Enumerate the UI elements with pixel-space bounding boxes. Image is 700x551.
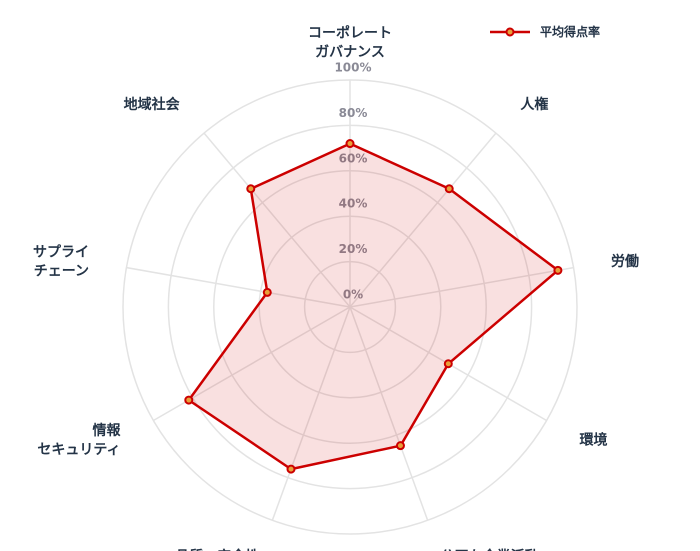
spoke-line <box>349 306 429 521</box>
spoke-line <box>349 266 574 308</box>
spoke-line <box>126 266 351 308</box>
data-point <box>286 464 296 474</box>
category-label: 環境 <box>579 432 607 449</box>
category-labels: コーポレートガバナンス人権労働環境公正な企業活動 品質・安全性 情報セキュリティ サプ… <box>33 25 639 551</box>
series-area <box>187 142 560 471</box>
category-label: コーポレートガバナンス <box>308 25 392 61</box>
data-point <box>184 395 194 405</box>
data-point <box>444 184 454 194</box>
data-point <box>395 441 405 451</box>
spoke-line <box>349 132 497 308</box>
data-point <box>443 359 453 369</box>
legend-label: 平均得点率 <box>540 24 600 39</box>
data-point <box>345 139 355 149</box>
radial-tick-labels: 0% 20% 40% 60% 80% 100% <box>334 61 371 302</box>
category-label: 人権 <box>520 96 548 113</box>
tick-label: 100% <box>334 61 371 75</box>
tick-label: 60% <box>339 151 368 165</box>
tick-label: 0% <box>343 288 363 302</box>
tick-label: 40% <box>339 197 368 211</box>
data-point <box>246 184 256 194</box>
category-label: サプライチェーン <box>33 244 89 279</box>
category-label: 地域社会 <box>124 96 181 113</box>
tick-label: 20% <box>339 242 368 256</box>
legend[interactable]: 平均得点率 <box>490 24 600 39</box>
category-label: 労働 <box>611 253 639 270</box>
spoke-line <box>203 132 351 308</box>
data-series <box>184 139 563 474</box>
spoke-line <box>271 306 351 521</box>
category-label: 公正な企業活動 <box>441 548 539 551</box>
tick-label: 80% <box>339 106 368 120</box>
category-label: 情報セキュリティ <box>37 422 121 458</box>
data-point <box>553 265 563 275</box>
category-label: 品質・安全性 <box>175 548 259 551</box>
data-point <box>262 287 272 297</box>
legend-marker <box>505 27 515 37</box>
